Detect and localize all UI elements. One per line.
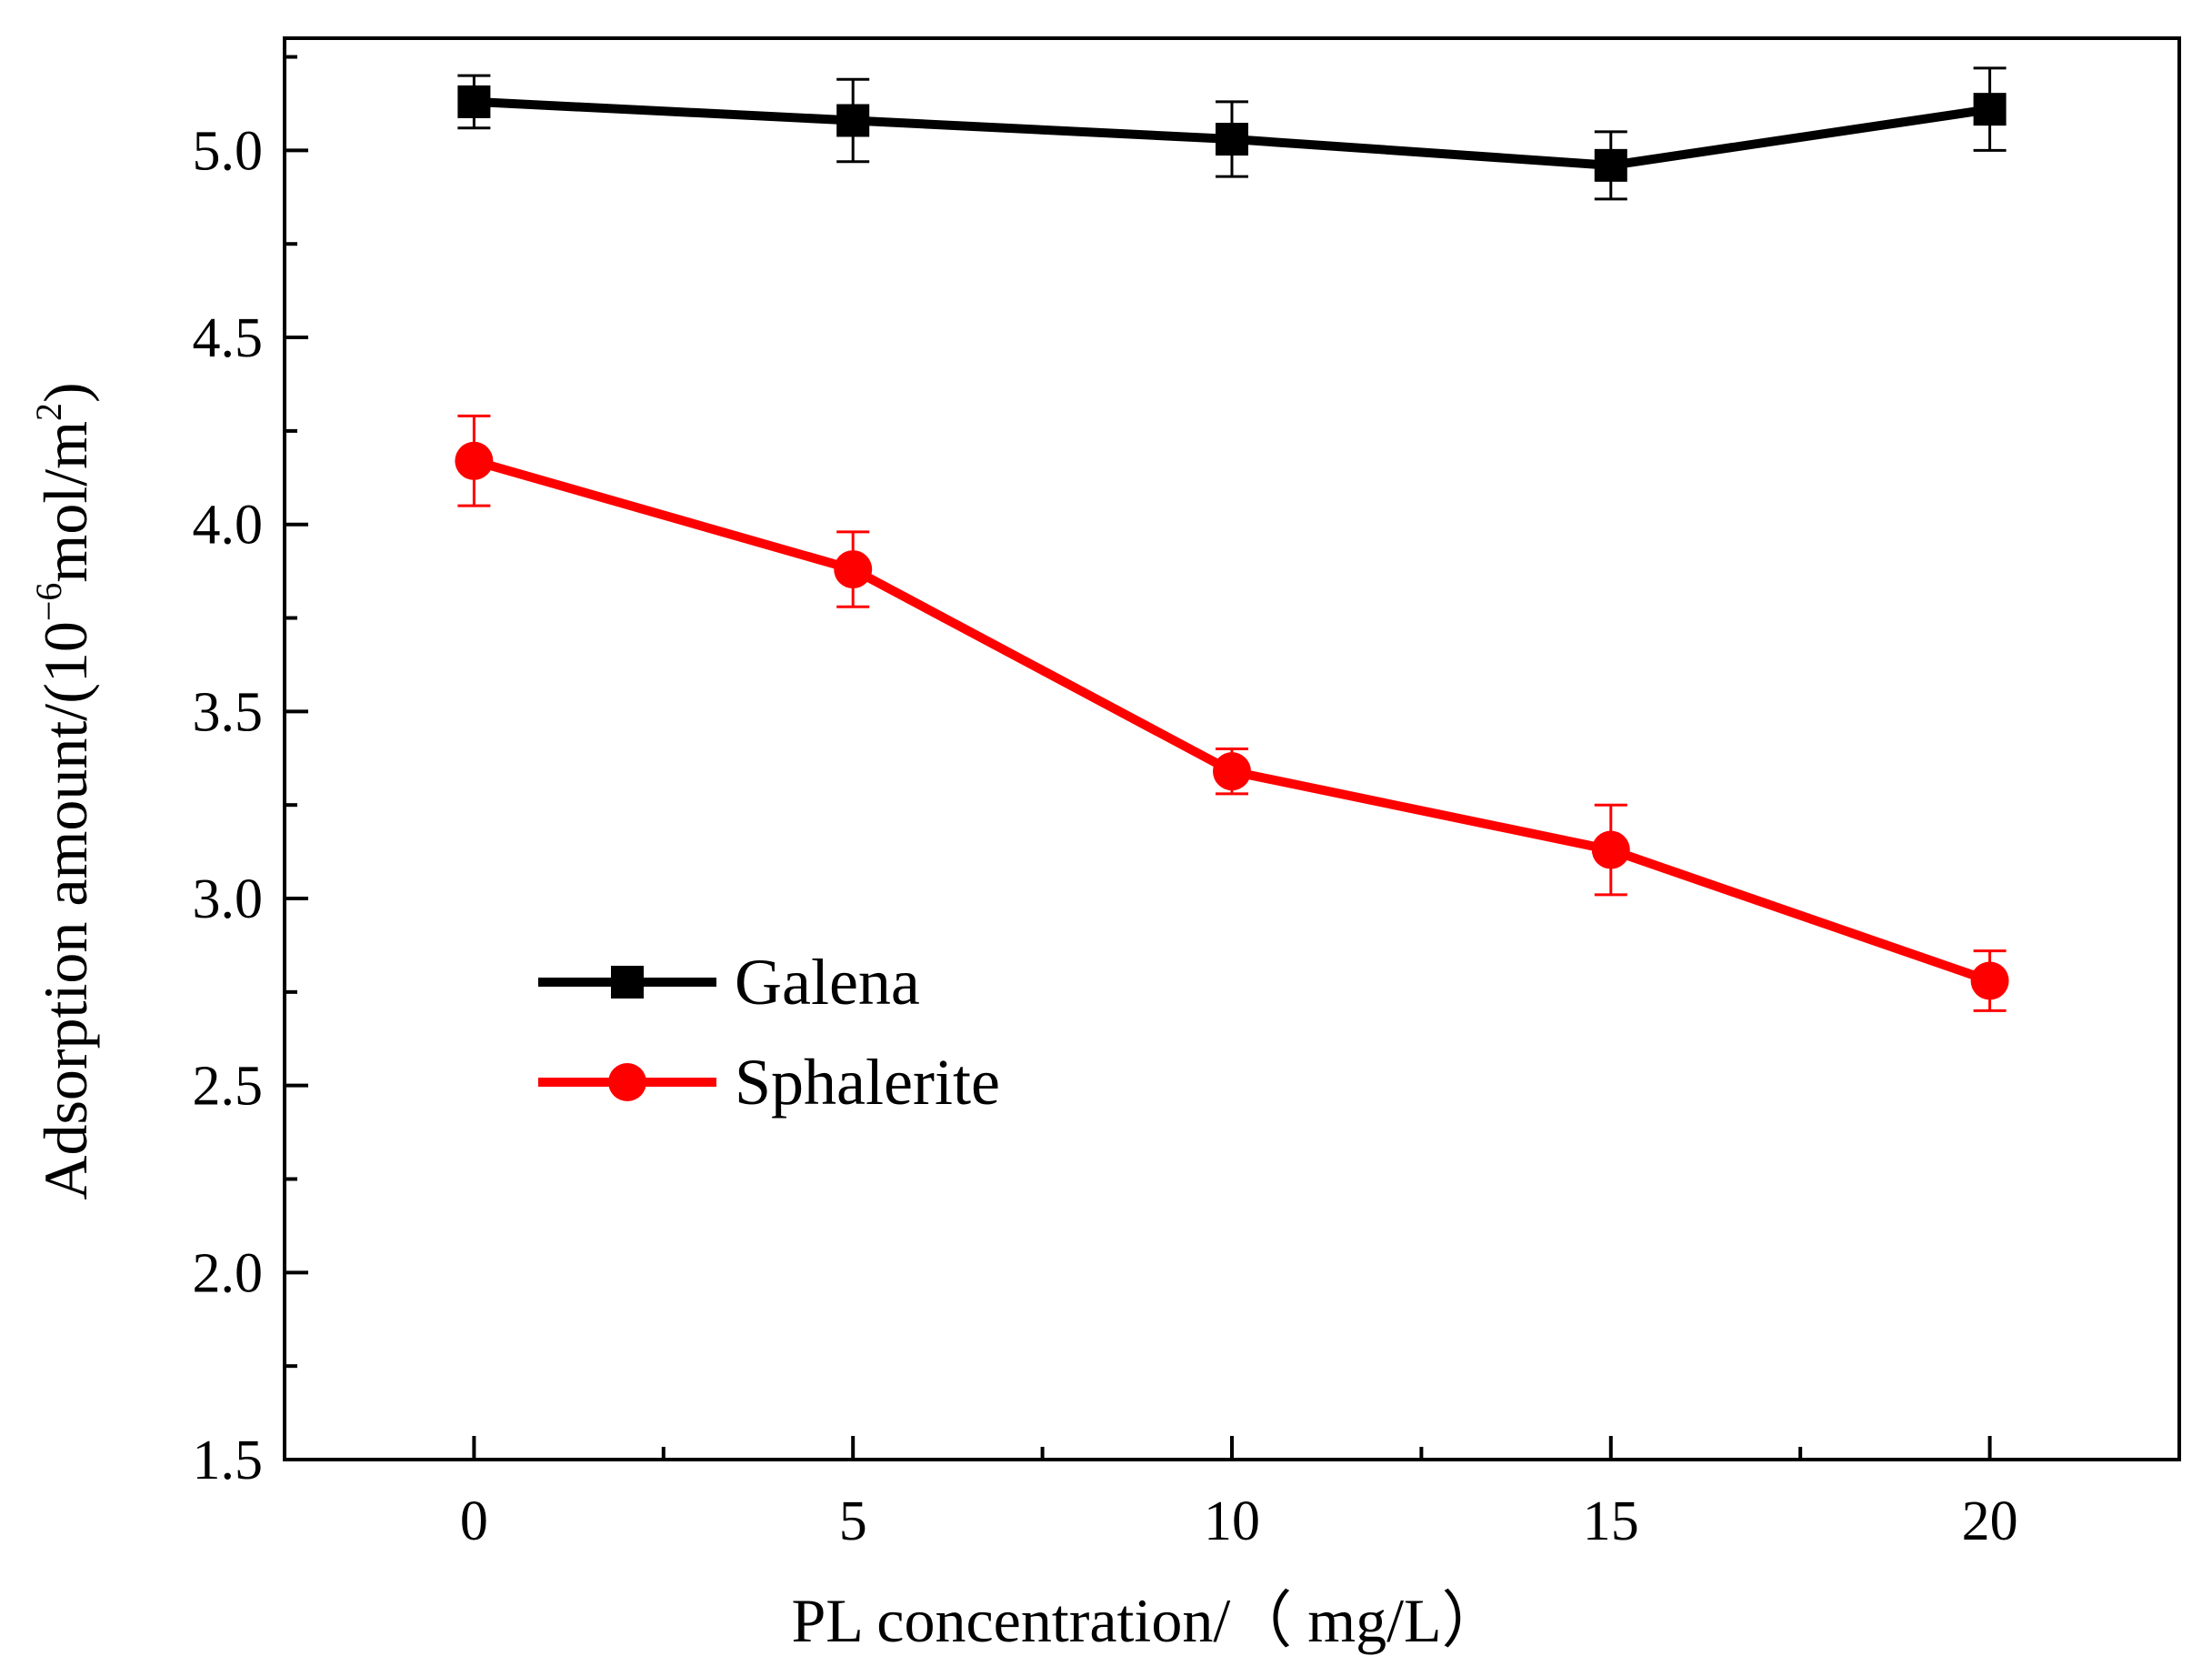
data-point: [455, 441, 494, 480]
legend: Galena Sphalerite: [538, 946, 1000, 1119]
x-tick-label: 20: [1962, 1490, 2018, 1552]
data-point: [1216, 123, 1248, 156]
y-tick-label: 2.0: [193, 1242, 264, 1304]
y-tick-label: 3.0: [193, 868, 264, 930]
x-tick-label: 0: [460, 1490, 488, 1552]
data-point: [1591, 830, 1630, 869]
y-axis-title: Adsorption amount/(10−6mol/m2): [28, 382, 100, 1199]
y-tick-label: 5.0: [193, 120, 264, 182]
data-point: [834, 550, 873, 589]
x-tick-label: 5: [839, 1490, 867, 1552]
plot-area: 1.5 2.0 2.5 3.0 3.5 4.0 4.5 5.0 0 5 10 15 20 Galena Sp…: [193, 36, 2181, 1552]
legend-marker: [608, 1063, 646, 1101]
legend-label: Galena: [735, 946, 920, 1019]
y-axis-label: Adsorption amount/(10−6mol/m2): [28, 382, 100, 1199]
x-axis-label: PL concentration/（ mg/L）: [791, 1586, 1503, 1655]
x-tick-label: 10: [1204, 1490, 1260, 1552]
y-tick-label: 1.5: [193, 1430, 264, 1491]
series-sphalerite: [455, 414, 2009, 1012]
y-axis-label-suffix: ): [31, 382, 100, 403]
series-galena: [457, 66, 2007, 201]
y-tick-label: 3.5: [193, 681, 264, 743]
data-point: [1973, 93, 2007, 126]
data-point: [836, 104, 870, 137]
series-line: [473, 456, 1992, 986]
data-point: [1213, 752, 1251, 791]
y-axis-label-unit: mol/m: [31, 421, 100, 583]
y-tick-label: 2.5: [193, 1056, 264, 1118]
data-point: [1970, 961, 2009, 1000]
y-tick-label: 4.5: [193, 307, 264, 369]
legend-label: Sphalerite: [735, 1046, 1000, 1119]
data-point: [1594, 148, 1627, 182]
y-axis-label-prefix: Adsorption amount/(10: [31, 621, 100, 1200]
y-axis-label-exponent-2: 2: [28, 403, 69, 421]
legend-marker: [611, 966, 644, 999]
y-tick-label: 4.0: [193, 495, 264, 557]
data-point: [457, 85, 491, 118]
x-tick-label: 15: [1583, 1490, 1639, 1552]
y-axis-label-exponent: −6: [28, 583, 69, 622]
